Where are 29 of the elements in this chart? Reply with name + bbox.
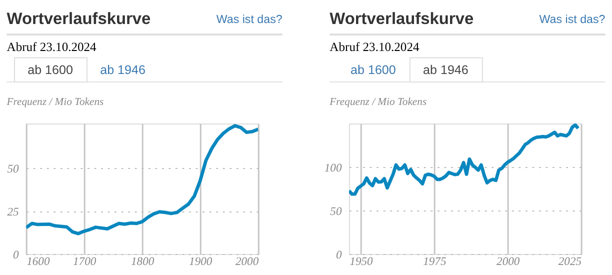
text: Abruf 23.10.2024: [6, 40, 98, 54]
text: ab 1600: [350, 63, 396, 78]
y-tick-label: 50: [7, 162, 20, 176]
x-tick-label: 1950: [350, 255, 374, 268]
y-axis-title: Frequenz / Mio Tokens: [6, 97, 104, 108]
text: ab 1946: [100, 63, 146, 78]
x-tick-label: 1975: [423, 255, 446, 268]
y-tick-label: 100: [324, 161, 342, 174]
y-tick-label: 25: [7, 205, 20, 218]
y-tick-label: 0: [13, 248, 20, 262]
text: ab 1946: [423, 63, 468, 78]
x-tick-label: 1600: [26, 255, 50, 268]
x-tick-label: 1800: [131, 255, 154, 268]
y-tick-label: 50: [330, 204, 342, 218]
line-series: [26, 124, 258, 236]
text: Was ist das?: [216, 12, 283, 26]
x-tick-label: 1900: [189, 255, 212, 268]
x-tick-label: 2025: [558, 255, 582, 268]
y-axis-title: Frequenz / Mio Tokens: [328, 97, 427, 108]
y-tick-label: 0: [336, 248, 342, 262]
line-series: [349, 124, 580, 196]
text: Abruf 23.10.2024: [330, 40, 420, 54]
chart-title: Wortverlaufskurve: [6, 10, 151, 28]
x-tick-label: 2000: [235, 255, 259, 268]
text: ab 1600: [28, 63, 73, 78]
x-tick-label: 2000: [496, 255, 520, 268]
x-tick-label: 1700: [73, 255, 96, 268]
text: Was ist das?: [539, 12, 606, 26]
chart-title: Wortverlaufskurve: [330, 10, 474, 28]
